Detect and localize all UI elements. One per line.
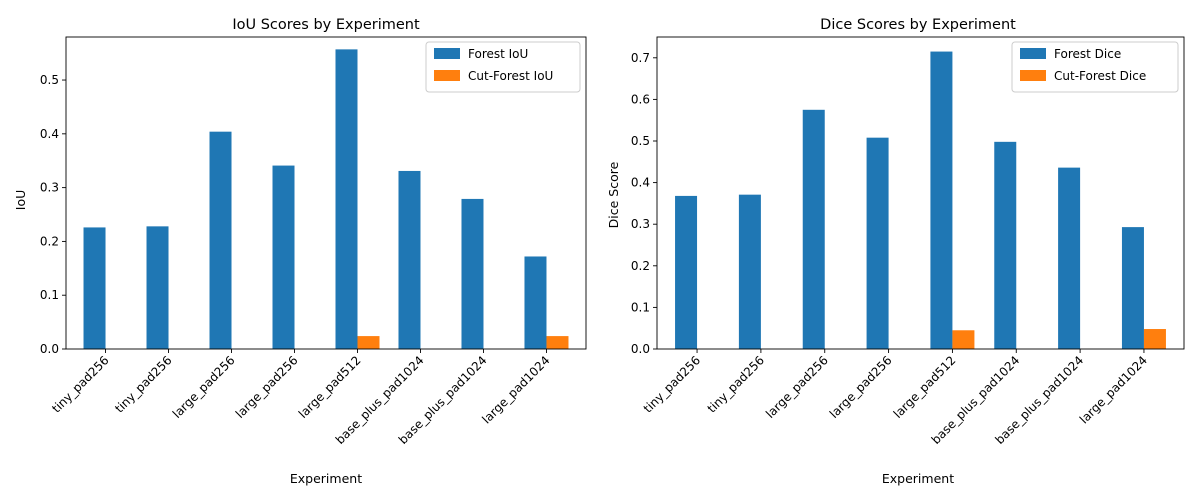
y-axis-label: IoU: [13, 190, 28, 210]
legend-label-cut-forest: Cut-Forest IoU: [468, 69, 553, 83]
bar-forest: [83, 227, 106, 349]
legend-label-forest: Forest IoU: [468, 47, 528, 61]
legend: Forest IoU Cut-Forest IoU: [425, 41, 581, 93]
y-tick-label: 0.6: [631, 92, 650, 106]
y-tick-label: 0.1: [631, 300, 650, 314]
x-tick-label: large_pad1024: [1077, 353, 1150, 426]
x-tick-label: tiny_pad256: [705, 353, 767, 415]
bar-cut-forest: [1143, 329, 1166, 349]
x-tick-label: tiny_pad256: [112, 353, 174, 415]
bar-forest: [1121, 227, 1144, 349]
bar-forest: [738, 194, 761, 349]
x-tick-label: large_pad256: [827, 353, 895, 421]
legend-swatch-forest: [1020, 48, 1046, 59]
bar-forest: [524, 256, 547, 349]
y-tick-label: 0.2: [40, 234, 59, 248]
bar-forest: [994, 141, 1017, 349]
x-tick-label: large_pad1024: [479, 353, 552, 426]
bar-cut-forest: [546, 336, 569, 349]
legend: Forest Dice Cut-Forest Dice: [1011, 41, 1179, 93]
bar-forest: [866, 137, 889, 349]
bar-forest: [1058, 167, 1081, 349]
y-tick-label: 0.4: [631, 176, 650, 190]
y-tick-label: 0.0: [40, 342, 59, 356]
bar-cut-forest: [357, 336, 380, 349]
legend-swatch-forest: [434, 48, 460, 59]
plot-frame: [65, 36, 587, 350]
plot-frame: [656, 36, 1185, 350]
y-tick-label: 0.1: [40, 288, 59, 302]
x-axis-ticks: tiny_pad256 tiny_pad256large_pad256large_…: [49, 349, 553, 447]
y-tick-label: 0.0: [631, 342, 650, 356]
y-tick-label: 0.3: [40, 181, 59, 195]
bar-forest: [461, 198, 484, 349]
x-axis-label: Experiment: [882, 471, 954, 486]
y-tick-label: 0.5: [40, 73, 59, 87]
legend-swatch-cut-forest: [1020, 70, 1046, 81]
legend-label-forest: Forest Dice: [1054, 47, 1121, 61]
x-tick-label: large_pad256: [763, 353, 831, 421]
x-axis-ticks: tiny_pad256 tiny_pad256large_pad256large_…: [641, 349, 1150, 447]
y-tick-label: 0.2: [631, 259, 650, 273]
x-tick-label: large_pad256: [233, 353, 301, 421]
chart-title: IoU Scores by Experiment: [232, 17, 420, 33]
bar-forest: [335, 49, 358, 350]
y-tick-label: 0.4: [40, 127, 59, 141]
iou-chart: IoU Scores by Experiment Experiment IoU …: [13, 17, 587, 486]
bar-group: [83, 49, 569, 350]
bar-forest: [209, 131, 232, 349]
bar-forest: [802, 109, 825, 349]
bar-forest: [675, 195, 698, 349]
bar-forest: [398, 170, 421, 349]
chart-title: Dice Scores by Experiment: [820, 17, 1016, 33]
bar-forest: [146, 226, 169, 349]
bar-forest: [272, 165, 295, 349]
x-tick-label: tiny_pad256: [49, 353, 111, 415]
bar-forest: [930, 51, 953, 350]
x-tick-label: large_pad512: [296, 353, 364, 421]
y-tick-label: 0.5: [631, 134, 650, 148]
x-tick-label: large_pad512: [891, 353, 959, 421]
bar-cut-forest: [952, 330, 975, 349]
x-axis-label: Experiment: [290, 471, 362, 486]
legend-swatch-cut-forest: [434, 70, 460, 81]
y-tick-label: 0.7: [631, 51, 650, 65]
y-tick-label: 0.3: [631, 217, 650, 231]
legend-box: [425, 41, 581, 93]
x-tick-label: large_pad256: [170, 353, 238, 421]
y-axis-ticks: 0.0 0.1 0.2 0.3 0.4 0.5 0.6 0.7: [631, 51, 657, 356]
y-axis-ticks: 0.0 0.1 0.2 0.3 0.4 0.5: [40, 73, 66, 356]
y-axis-label: Dice Score: [606, 161, 621, 228]
legend-box: [1011, 41, 1179, 93]
legend-label-cut-forest: Cut-Forest Dice: [1054, 69, 1146, 83]
bar-group: [675, 51, 1166, 350]
dice-chart: Dice Scores by Experiment Experiment Dic…: [606, 17, 1185, 486]
x-tick-label: tiny_pad256: [641, 353, 703, 415]
